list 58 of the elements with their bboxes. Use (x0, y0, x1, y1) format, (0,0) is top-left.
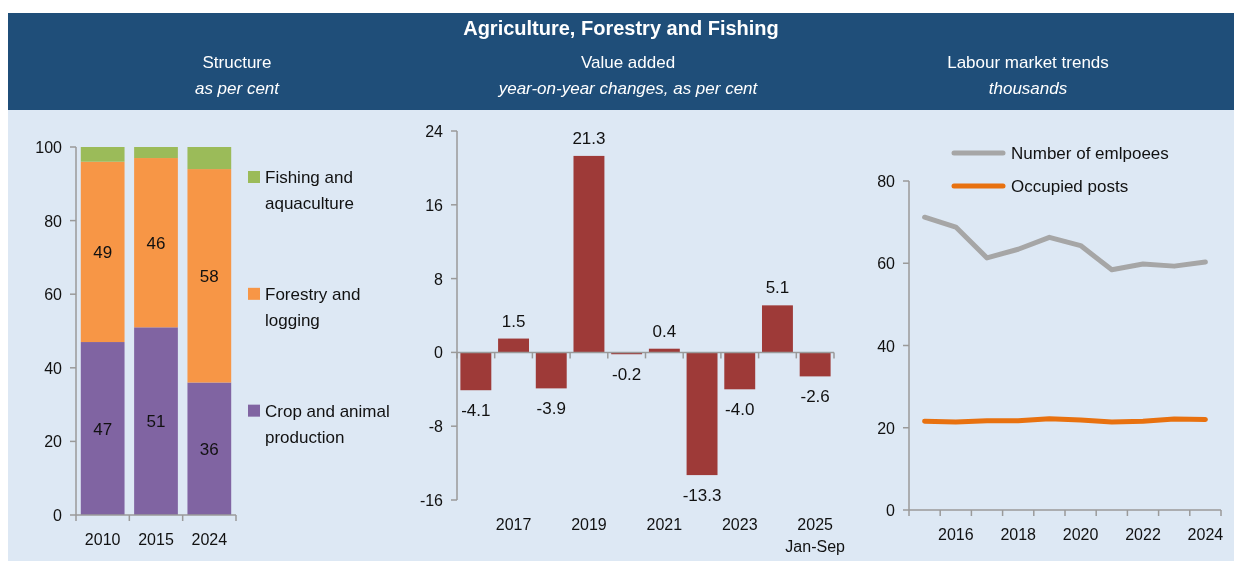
x-tick-label: 2010 (84, 531, 121, 548)
data-label: 21.3 (572, 128, 606, 148)
y-tick-label: 40 (877, 337, 896, 355)
data-label: -4.0 (725, 400, 755, 420)
data-label: 49 (93, 242, 113, 262)
legend-label: Forestry and logging (265, 284, 361, 330)
y-tick-label: 100 (35, 139, 63, 156)
x-tick-label: 2023 (721, 516, 758, 533)
y-tick-label: -8 (428, 418, 444, 436)
y-tick-label: 40 (44, 359, 63, 377)
x-tick-label: 2019 (571, 516, 607, 533)
y-tick-label: 0 (53, 507, 63, 524)
x-tick-label: 2018 (1000, 526, 1037, 543)
data-label: -3.9 (536, 399, 566, 419)
y-tick-label: 20 (877, 419, 896, 437)
legend-label: Occupied posts (1011, 177, 1129, 196)
y-tick-label: 80 (877, 173, 896, 190)
legend-label: Number of emlpoees (1011, 144, 1169, 163)
data-label: 1.5 (501, 311, 526, 331)
y-tick-label: 60 (877, 255, 896, 273)
data-label: 36 (199, 439, 219, 459)
x-tick-label: 2022 (1125, 526, 1161, 543)
data-label: 5.1 (765, 278, 790, 298)
y-tick-label: 60 (44, 286, 63, 304)
chart-subtitle: as per cent (194, 79, 281, 98)
chart-title: Value added (580, 53, 676, 72)
y-tick-label: -16 (419, 492, 444, 509)
legend-label: Fishing and aquaculture (265, 168, 354, 213)
y-tick-label: 8 (434, 270, 444, 288)
x-tick-label: 2025 Jan-Sep (785, 516, 846, 555)
y-tick-label: 0 (434, 344, 444, 362)
x-tick-label: 2024 (191, 531, 228, 548)
x-tick-label: 2015 (138, 531, 174, 548)
data-label: -0.2 (612, 365, 642, 385)
legend-label: Crop and animal production (265, 401, 390, 447)
data-label: 51 (146, 412, 166, 432)
y-tick-label: 24 (425, 123, 444, 140)
data-label: 58 (199, 266, 219, 286)
chart-subtitle: year-on-year changes, as per cent (497, 79, 759, 98)
x-tick-label: 2021 (646, 516, 683, 533)
x-tick-label: 2024 (1187, 526, 1224, 543)
chart-title: Labour market trends (947, 53, 1109, 72)
x-tick-label: 2020 (1062, 526, 1099, 543)
y-tick-label: 20 (44, 433, 63, 451)
data-label: 46 (146, 233, 166, 253)
x-tick-label: 2017 (495, 516, 532, 533)
data-label: 0.4 (652, 321, 677, 341)
data-label: -4.1 (461, 401, 491, 421)
data-label: -13.3 (682, 486, 722, 506)
y-tick-label: 0 (886, 502, 896, 519)
x-tick-label: 2016 (938, 526, 974, 543)
y-tick-label: 16 (425, 196, 444, 214)
data-label: 47 (93, 419, 113, 439)
data-label: -2.6 (800, 387, 830, 407)
y-tick-label: 80 (44, 212, 63, 230)
chart-title: Structure (202, 53, 272, 72)
chart-subtitle: thousands (988, 79, 1068, 98)
text: Agriculture, Forestry and Fishing (463, 17, 779, 39)
